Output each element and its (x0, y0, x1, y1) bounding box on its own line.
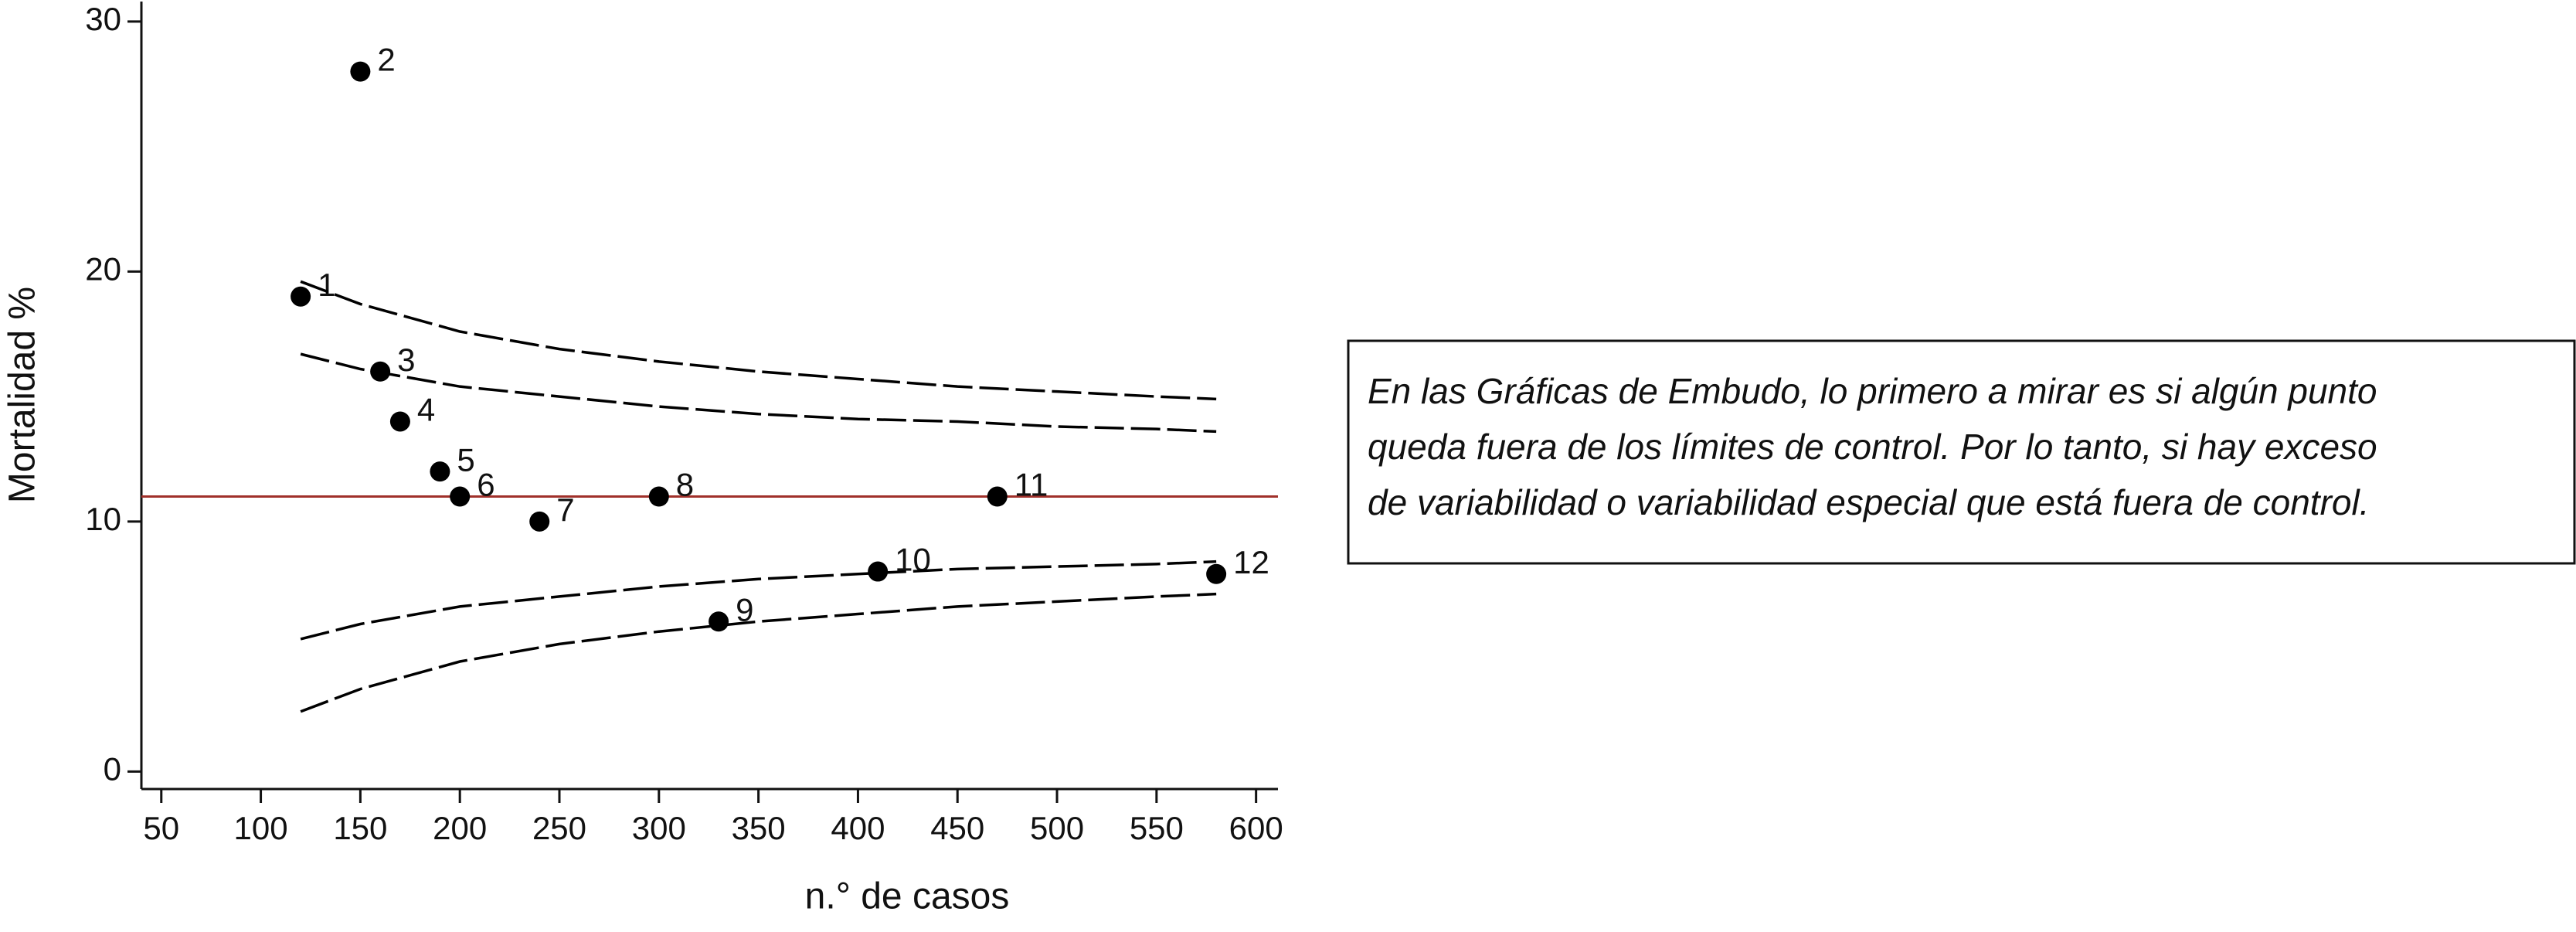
x-tick-label: 150 (333, 810, 387, 846)
y-tick-label: 0 (104, 750, 121, 787)
point-label: 11 (1014, 467, 1048, 503)
data-point (389, 411, 410, 432)
point-label: 3 (397, 342, 415, 378)
x-tick-label: 200 (433, 810, 487, 846)
x-tick-label: 400 (831, 810, 885, 846)
annotation-text: En las Gráficas de Embudo, lo primero a … (1368, 371, 2377, 411)
x-tick-label: 50 (143, 810, 179, 846)
x-tick-label: 600 (1229, 810, 1283, 846)
point-label: 5 (457, 441, 474, 478)
x-tick-label: 450 (930, 810, 984, 846)
control-limit (300, 280, 1217, 401)
point-label: 2 (377, 42, 395, 78)
annotation-text: queda fuera de los límites de control. P… (1368, 427, 2377, 467)
data-point (987, 486, 1008, 507)
data-point (648, 486, 669, 507)
x-tick-label: 100 (234, 810, 288, 846)
data-point (291, 286, 311, 307)
y-tick-label: 10 (85, 501, 121, 537)
x-tick-label: 500 (1030, 810, 1084, 846)
x-tick-label: 250 (532, 810, 586, 846)
y-axis-label: Mortalidad % (2, 287, 43, 503)
data-point (529, 511, 550, 532)
data-point (430, 461, 450, 482)
point-label: 9 (736, 591, 753, 628)
x-tick-label: 550 (1130, 810, 1184, 846)
x-tick-label: 350 (732, 810, 786, 846)
data-point (709, 611, 729, 632)
data-point (450, 486, 471, 507)
data-point (350, 61, 371, 82)
point-label: 6 (477, 467, 494, 503)
annotation-text: de variabilidad o variabilidad especial … (1368, 482, 2370, 522)
annotation-box (1347, 339, 2576, 565)
data-point (868, 561, 889, 582)
control-limit (300, 560, 1217, 641)
point-label: 1 (318, 267, 335, 303)
x-axis-label: n.° de casos (805, 876, 1010, 917)
point-label: 8 (676, 467, 694, 503)
y-tick-label: 30 (85, 1, 121, 37)
data-point (1206, 563, 1227, 584)
point-label: 4 (417, 392, 435, 428)
x-tick-label: 300 (632, 810, 686, 846)
control-limit (300, 592, 1217, 713)
control-limit (300, 352, 1217, 434)
y-tick-label: 20 (85, 250, 121, 287)
point-label: 7 (556, 492, 574, 528)
point-label: 12 (1233, 544, 1269, 580)
